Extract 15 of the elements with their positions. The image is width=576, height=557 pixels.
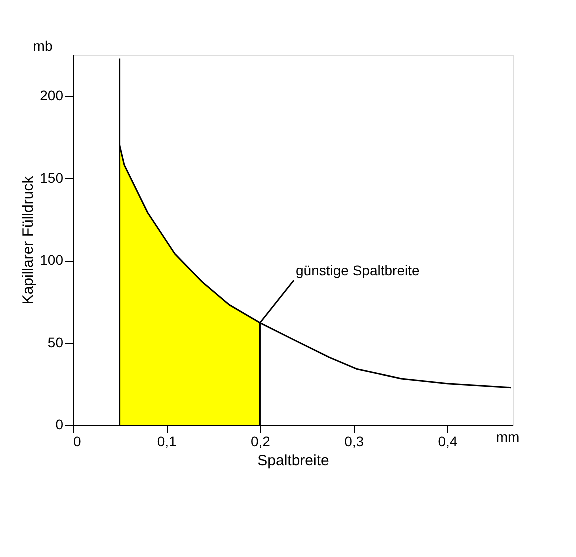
text: mm [496,429,520,445]
annotation: günstige Spaltbreite [296,262,420,279]
x-axis-title: Spaltbreite [258,452,330,470]
x-tick-label: 0,4 [438,434,458,450]
text: mb [33,38,53,54]
x-tick-label: 0,1 [157,434,178,450]
y-axis-title: Kapillarer Fülldruck [20,176,38,305]
y-tick-label: 200 [40,88,64,104]
y-tick-label: 150 [40,170,64,186]
y-tick-label: 100 [40,252,64,268]
x-tick-label: 0 [74,434,82,450]
y-tick-label: 50 [48,334,64,350]
x-tick-label: 0,3 [344,434,364,450]
y-tick-label: 0 [56,416,64,432]
x-tick-label: 0,2 [251,434,271,450]
